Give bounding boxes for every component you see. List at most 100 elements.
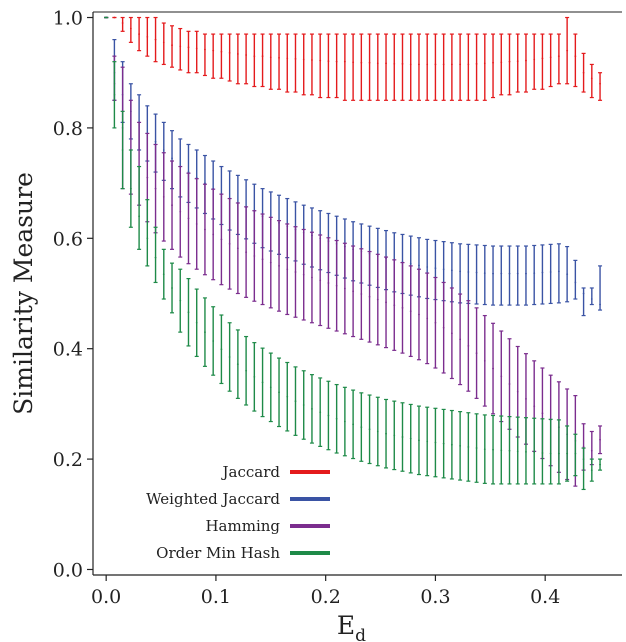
mean-point — [195, 47, 198, 50]
mean-point — [253, 255, 256, 257]
mean-point — [204, 48, 206, 51]
mean-point — [187, 171, 190, 173]
mean-point — [492, 61, 494, 64]
mean-point — [286, 395, 289, 398]
mean-point — [204, 331, 206, 334]
mean-point — [541, 57, 544, 60]
mean-point — [352, 61, 355, 64]
mean-point — [105, 16, 108, 19]
mean-point — [253, 55, 256, 58]
legend-label: Jaccard — [221, 463, 281, 481]
mean-point — [418, 439, 420, 442]
mean-point — [278, 265, 280, 267]
mean-point — [393, 62, 396, 65]
x-tick-label: 0.3 — [420, 586, 450, 608]
series-order-min-hash — [104, 16, 603, 491]
mean-point — [582, 458, 585, 460]
mean-point — [434, 321, 437, 324]
mean-point — [113, 93, 116, 96]
mean-point — [376, 62, 379, 65]
mean-point — [162, 273, 165, 276]
mean-point — [319, 279, 322, 282]
mean-point — [418, 264, 420, 267]
mean-point — [442, 268, 445, 271]
mean-point — [557, 270, 560, 273]
mean-point — [508, 383, 511, 385]
mean-point — [516, 272, 519, 275]
mean-point — [426, 63, 429, 66]
mean-point — [138, 215, 140, 218]
mean-point — [385, 62, 387, 65]
mean-point — [450, 332, 453, 335]
mean-point — [269, 261, 272, 264]
mean-point — [483, 448, 486, 451]
mean-point — [566, 49, 569, 52]
mean-point — [409, 437, 412, 440]
mean-point — [401, 62, 404, 65]
mean-point — [294, 400, 297, 403]
mean-point — [319, 59, 322, 62]
y-tick-label: 0.6 — [53, 228, 83, 250]
mean-point — [385, 301, 387, 304]
mean-point — [549, 56, 552, 59]
mean-point — [590, 298, 593, 300]
mean-point — [212, 49, 215, 52]
legend-label: Hamming — [205, 517, 280, 535]
legend-label: Weighted Jaccard — [146, 490, 280, 508]
y-tick-label: 1.0 — [53, 8, 83, 30]
mean-point — [154, 38, 157, 41]
mean-point — [500, 272, 503, 275]
mean-point — [442, 63, 445, 66]
mean-point — [154, 187, 157, 190]
mean-point — [220, 50, 223, 53]
mean-point — [533, 405, 536, 407]
mean-point — [261, 55, 264, 58]
mean-point — [220, 348, 223, 351]
mean-point — [236, 363, 239, 366]
mean-point — [195, 176, 198, 179]
mean-point — [228, 51, 231, 54]
mean-point — [261, 258, 264, 261]
mean-point — [121, 149, 124, 151]
mean-point — [204, 228, 206, 231]
mean-point — [459, 338, 462, 341]
y-tick-label: 0.0 — [53, 559, 83, 581]
y-tick-label: 0.2 — [53, 449, 83, 471]
mean-point — [343, 60, 346, 63]
mean-point — [516, 390, 519, 393]
mean-point — [311, 276, 313, 279]
mean-point — [212, 340, 215, 342]
mean-point — [541, 271, 544, 274]
mean-point — [204, 182, 206, 185]
mean-point — [599, 438, 601, 441]
mean-point — [574, 452, 577, 455]
mean-point — [483, 359, 486, 362]
mean-point — [525, 59, 527, 62]
mean-point — [574, 281, 577, 284]
mean-point — [352, 290, 355, 293]
mean-point — [459, 63, 462, 66]
mean-point — [171, 287, 173, 289]
mean-point — [508, 60, 511, 63]
mean-point — [442, 442, 445, 445]
mean-point — [483, 62, 486, 65]
mean-point — [409, 63, 412, 66]
mean-point — [590, 469, 593, 472]
mean-point — [162, 41, 165, 44]
mean-point — [401, 306, 404, 309]
mean-point — [467, 271, 470, 273]
mean-point — [500, 61, 503, 64]
mean-point — [516, 60, 519, 63]
mean-point — [311, 407, 313, 410]
y-tick-label: 0.8 — [53, 118, 83, 140]
mean-point — [294, 271, 297, 273]
mean-point — [138, 33, 140, 35]
legend: Jaccard Weighted Jaccard Hamming Order Min … — [118, 455, 336, 567]
mean-point — [187, 217, 190, 220]
mean-point — [245, 251, 248, 254]
mean-point — [302, 273, 305, 276]
mean-point — [121, 22, 124, 24]
mean-point — [171, 44, 173, 47]
mean-point — [146, 237, 149, 240]
